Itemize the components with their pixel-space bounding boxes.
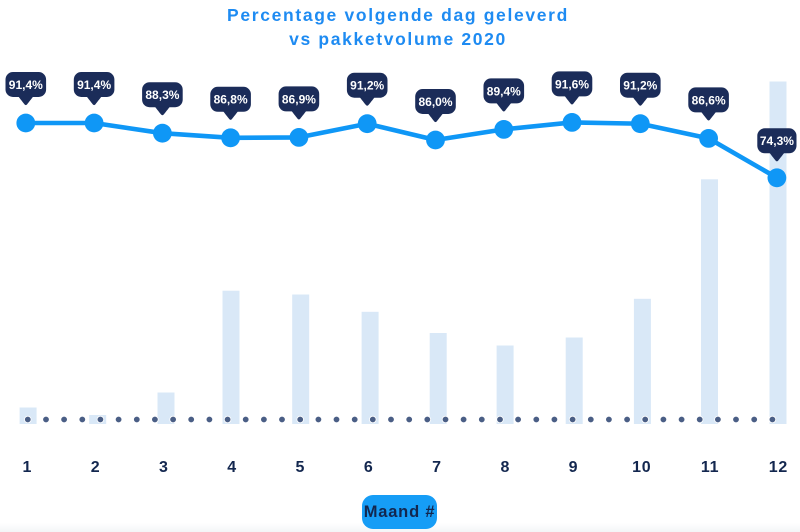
svg-text:91,4%: 91,4%: [77, 78, 111, 92]
svg-text:86,9%: 86,9%: [282, 92, 316, 106]
svg-text:2: 2: [91, 459, 101, 476]
svg-text:12: 12: [769, 459, 788, 476]
svg-text:88,3%: 88,3%: [145, 88, 179, 102]
svg-text:9: 9: [569, 459, 579, 476]
svg-text:3: 3: [159, 459, 169, 476]
svg-text:86,6%: 86,6%: [692, 93, 726, 107]
svg-text:10: 10: [632, 459, 651, 476]
svg-text:1: 1: [22, 459, 32, 476]
svg-text:91,2%: 91,2%: [623, 79, 657, 93]
svg-text:91,4%: 91,4%: [9, 78, 43, 92]
svg-text:4: 4: [227, 459, 237, 476]
svg-text:5: 5: [296, 459, 306, 476]
svg-text:89,4%: 89,4%: [487, 84, 521, 98]
svg-text:6: 6: [364, 459, 374, 476]
svg-text:7: 7: [432, 459, 442, 476]
svg-text:11: 11: [701, 459, 720, 476]
svg-text:91,2%: 91,2%: [350, 79, 384, 93]
svg-text:8: 8: [500, 459, 510, 476]
svg-text:86,8%: 86,8%: [214, 93, 248, 107]
svg-text:74,3%: 74,3%: [760, 134, 794, 148]
svg-text:91,6%: 91,6%: [555, 77, 589, 91]
svg-text:86,0%: 86,0%: [418, 95, 452, 109]
